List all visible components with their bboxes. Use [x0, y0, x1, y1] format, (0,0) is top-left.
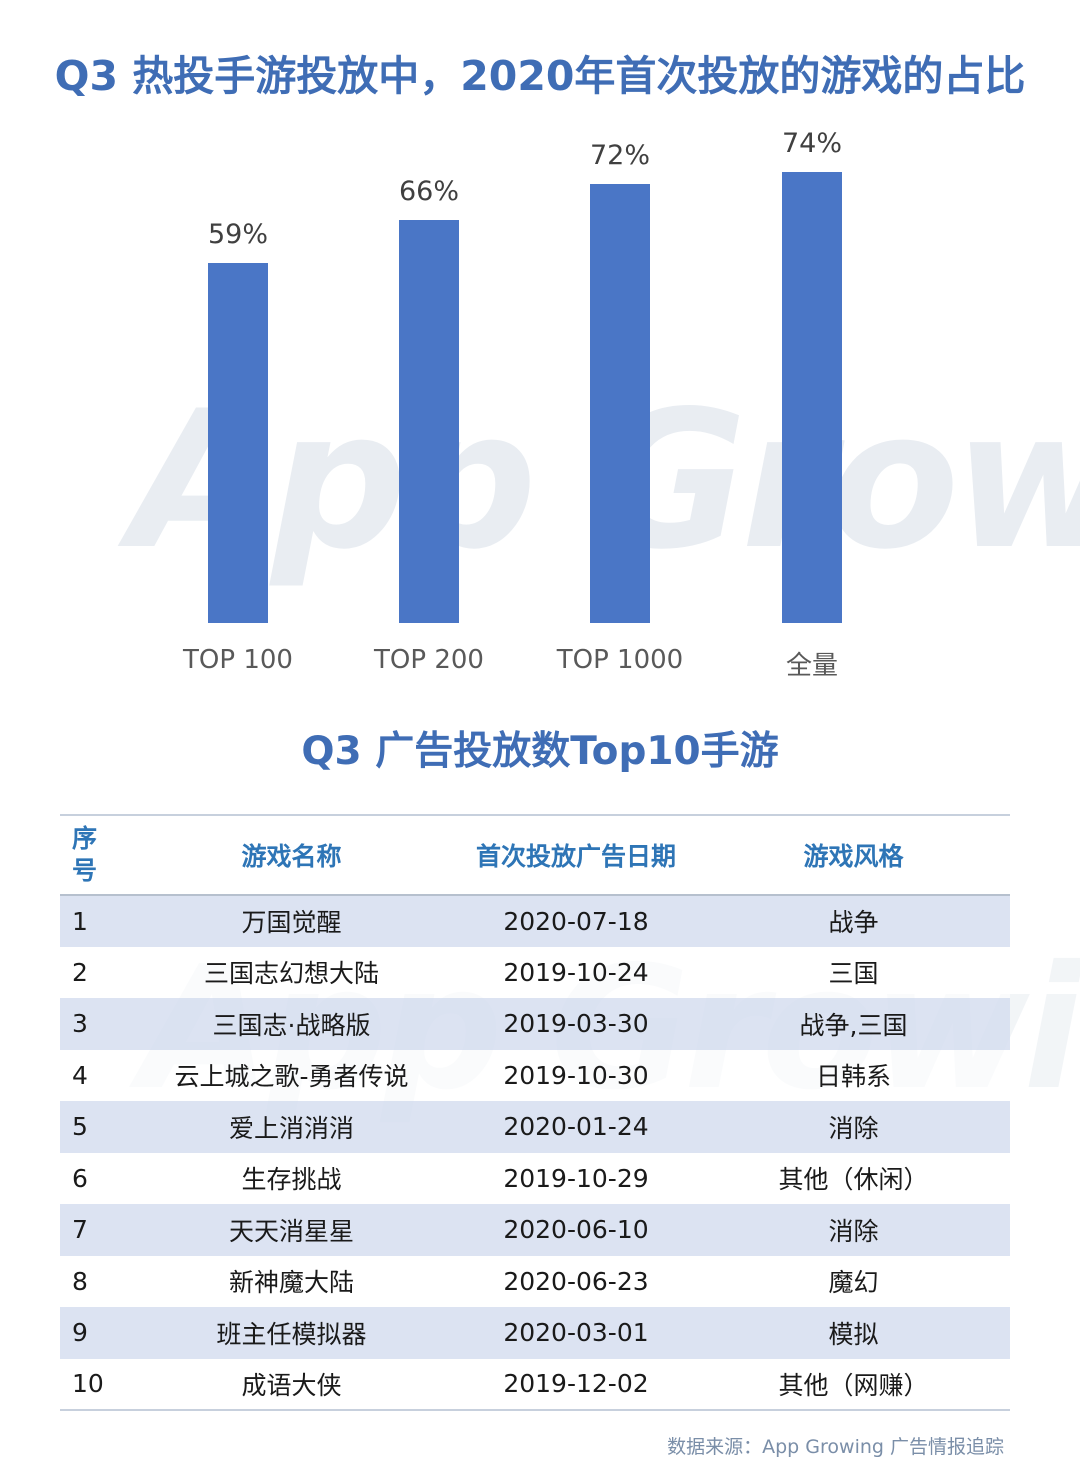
bar	[399, 220, 459, 623]
cell-game-style: 其他（休闲）	[778, 1165, 929, 1195]
data-source: 数据来源：App Growing 广告情报追踪	[667, 1436, 1004, 1458]
cell-game-name: 班主任模拟器	[216, 1319, 367, 1349]
cell-index: 8	[72, 1266, 88, 1296]
bar	[208, 263, 268, 623]
bar-value-label: 59%	[207, 219, 268, 251]
table-header-row: 序号 游戏名称 首次投放广告日期 游戏风格	[60, 815, 1010, 895]
cell-game-name: 万国觉醒	[241, 908, 342, 938]
cell-game-style: 魔幻	[828, 1268, 879, 1298]
cell-game-style: 模拟	[828, 1319, 879, 1349]
header-name: 游戏名称	[241, 842, 342, 871]
top10-table: 序号 游戏名称 首次投放广告日期 游戏风格 1 万国觉醒 2020-07-18 战争 2…	[60, 814, 1010, 1411]
cell-first-ad-date: 2020-06-23	[503, 1266, 649, 1296]
table-title: Q3 广告投放数Top10手游	[301, 729, 779, 774]
header-date: 首次投放广告日期	[475, 842, 676, 871]
category-label: TOP 200	[374, 645, 484, 675]
cell-game-name: 三国志幻想大陆	[203, 959, 379, 989]
cell-first-ad-date: 2020-06-10	[503, 1215, 649, 1245]
cell-first-ad-date: 2020-03-01	[503, 1318, 649, 1348]
cell-first-ad-date: 2019-10-24	[503, 957, 649, 987]
cell-game-style: 战争	[828, 908, 879, 938]
cell-index: 2	[72, 957, 88, 987]
cell-index: 6	[72, 1163, 88, 1193]
cell-game-name: 云上城之歌-勇者传说	[174, 1062, 409, 1092]
bar-value-label: 66%	[398, 176, 459, 208]
header-index: 序号	[60, 815, 128, 895]
cell-index: 5	[72, 1112, 88, 1142]
category-label: 全量	[785, 651, 838, 679]
cell-game-style: 消除	[828, 1216, 879, 1246]
table-row: 7 天天消星星 2020-06-10 消除	[60, 1204, 1010, 1256]
header-index-char2: 号	[72, 856, 98, 885]
cell-index: 7	[72, 1215, 88, 1245]
cell-game-style: 消除	[828, 1113, 879, 1143]
cell-index: 1	[72, 906, 88, 936]
cell-first-ad-date: 2020-07-18	[503, 906, 649, 936]
header-index-char1: 序	[72, 824, 98, 853]
cell-game-style: 日韩系	[815, 1062, 891, 1092]
cell-game-name: 生存挑战	[241, 1165, 342, 1195]
chart-title: Q3 热投手游投放中，2020年首次投放的游戏的占比	[54, 52, 1026, 100]
table-row: 5 爱上消消消 2020-01-24 消除	[60, 1101, 1010, 1153]
cell-game-style: 其他（网赚）	[778, 1370, 929, 1400]
cell-game-name: 天天消星星	[228, 1216, 354, 1246]
cell-first-ad-date: 2019-03-30	[503, 1009, 649, 1039]
cell-first-ad-date: 2019-12-02	[503, 1369, 649, 1399]
cell-game-name: 成语大侠	[241, 1370, 342, 1400]
cell-first-ad-date: 2019-10-29	[503, 1163, 649, 1193]
cell-game-name: 三国志·战略版	[212, 1010, 371, 1040]
table-row: 2 三国志幻想大陆 2019-10-24 三国	[60, 946, 1010, 998]
table-row: 8 新神魔大陆 2020-06-23 魔幻	[60, 1255, 1010, 1307]
bar	[782, 171, 842, 623]
cell-first-ad-date: 2020-01-24	[503, 1112, 649, 1142]
table-row: 3 三国志·战略版 2019-03-30 战争,三国	[60, 998, 1010, 1050]
cell-index: 10	[72, 1369, 104, 1399]
category-label: TOP 100	[183, 645, 293, 675]
category-label: TOP 1000	[556, 645, 684, 675]
cell-game-name: 爱上消消消	[228, 1113, 354, 1143]
header-style: 游戏风格	[803, 842, 904, 871]
cell-first-ad-date: 2019-10-30	[503, 1060, 649, 1090]
bar-value-label: 72%	[589, 139, 650, 171]
cell-game-name: 新神魔大陆	[228, 1268, 354, 1298]
cell-game-style: 战争,三国	[799, 1010, 908, 1040]
table-row: 1 万国觉醒 2020-07-18 战争	[60, 895, 1010, 947]
cell-game-style: 三国	[828, 959, 879, 989]
table-row: 6 生存挑战 2019-10-29 其他（休闲）	[60, 1152, 1010, 1204]
table-row: 9 班主任模拟器 2020-03-01 模拟	[60, 1307, 1010, 1359]
cell-index: 4	[72, 1060, 88, 1090]
cell-index: 9	[72, 1318, 88, 1348]
cell-index: 3	[72, 1009, 88, 1039]
table-row: 10 成语大侠 2019-12-02 其他（网赚）	[60, 1358, 1010, 1410]
bar-value-label: 74%	[781, 127, 842, 159]
bar-chart: 59% TOP 100 66% TOP 200 72% TOP 1000 74% 全量	[0, 127, 1080, 690]
bar	[590, 183, 650, 623]
table-row: 4 云上城之歌-勇者传说 2019-10-30 日韩系	[60, 1049, 1010, 1101]
